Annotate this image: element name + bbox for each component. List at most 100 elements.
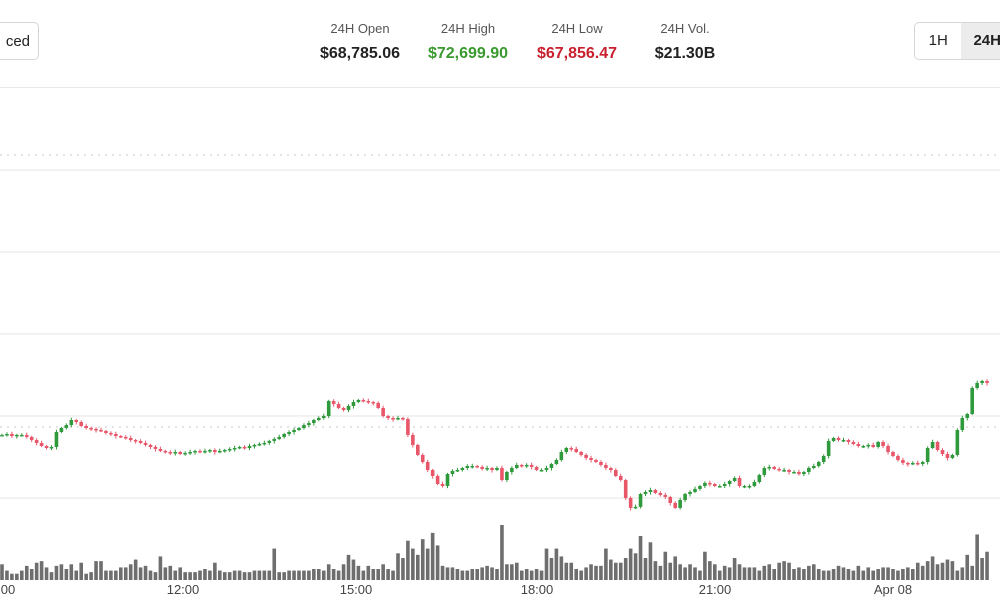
x-tick-label: 00 — [0, 582, 16, 597]
volume-bar — [866, 567, 871, 580]
candle-body — [856, 444, 861, 446]
volume-bar — [618, 562, 623, 580]
candle-body — [881, 442, 885, 446]
volume-bar — [430, 532, 435, 580]
volume-bar — [505, 564, 509, 580]
candle-body — [589, 458, 593, 460]
volume-bar — [831, 569, 836, 580]
volume-bar — [10, 573, 14, 580]
stat-24h-open: 24H Open $68,785.06 — [305, 20, 415, 66]
candle-body — [579, 452, 583, 455]
candle-body — [262, 442, 267, 445]
candle-body — [826, 440, 831, 456]
volume-bar — [722, 565, 727, 580]
stat-value: $72,699.90 — [427, 45, 509, 62]
volume-bar — [564, 562, 569, 580]
volume-bar — [549, 558, 554, 580]
volume-bar — [292, 570, 296, 580]
volume-bar — [366, 565, 371, 580]
candle-body — [648, 490, 653, 492]
candle-body — [351, 402, 356, 406]
volume-bar — [519, 570, 524, 580]
candle-body — [965, 414, 970, 418]
candle-body — [104, 430, 108, 433]
volume-bar — [114, 570, 118, 580]
volume-bar — [406, 540, 410, 580]
candle-body — [84, 426, 88, 428]
volume-bar — [861, 570, 866, 580]
volume-bar — [920, 565, 925, 580]
volume-bar — [282, 572, 286, 580]
candle-body — [54, 432, 59, 447]
volume-bar — [846, 569, 851, 580]
volume-bar — [762, 565, 767, 580]
advanced-button[interactable]: ced — [0, 22, 39, 60]
candle-body — [133, 440, 138, 442]
volume-bar — [643, 558, 648, 580]
volume-bar — [886, 567, 890, 580]
volume-bar — [0, 564, 4, 580]
volume-bar — [703, 551, 707, 580]
range-24h-button[interactable]: 24H — [961, 23, 1000, 59]
volume-bar — [599, 565, 603, 580]
volume-bar — [604, 548, 608, 580]
candle-body — [371, 402, 376, 404]
volume-bar — [713, 564, 717, 580]
candle-body — [688, 492, 692, 494]
candle-body — [653, 490, 658, 493]
volume-bar — [772, 569, 776, 580]
volume-bar — [821, 570, 826, 580]
volume-bar — [663, 551, 668, 580]
header-divider — [0, 87, 1000, 88]
candle-body — [396, 418, 400, 420]
candle-body — [188, 452, 192, 454]
candle-body — [158, 448, 163, 451]
candle-body — [109, 432, 113, 435]
candle-body — [465, 466, 470, 468]
volume-bar — [906, 567, 910, 580]
candle-body — [574, 448, 578, 452]
candle-body — [524, 464, 529, 467]
candle-body — [782, 470, 786, 472]
volume-bar — [15, 573, 19, 580]
volume-bar — [74, 570, 79, 580]
candle-body — [693, 488, 697, 492]
candle-body — [64, 425, 69, 428]
volume-bar — [757, 570, 762, 580]
candle-body — [802, 472, 806, 474]
candle-body — [312, 420, 316, 424]
candle-body — [29, 436, 34, 440]
candle-body — [812, 466, 816, 468]
candle-body — [955, 430, 960, 455]
volume-bar — [911, 569, 915, 580]
candle-body — [10, 434, 14, 436]
candle-body — [678, 500, 682, 508]
volume-bar — [267, 570, 272, 580]
volume-bar — [826, 570, 831, 580]
volume-bar — [416, 554, 420, 580]
candle-body — [495, 468, 499, 470]
stat-24h-low: 24H Low $67,856.47 — [522, 20, 632, 66]
candle-body — [821, 456, 826, 462]
range-selector: 1H 24H — [914, 22, 1000, 60]
candle-body — [267, 440, 272, 443]
candle-body — [599, 462, 603, 465]
candle-body — [143, 442, 148, 445]
candle-body — [861, 446, 866, 448]
volume-bar — [435, 545, 440, 580]
volume-bar — [559, 556, 564, 580]
volume-bar — [109, 570, 113, 580]
candle-body — [440, 484, 445, 486]
candle-body — [277, 436, 281, 439]
volume-bar — [331, 569, 336, 580]
volume-bar — [272, 548, 277, 580]
candle-body — [69, 420, 74, 426]
volume-bar — [24, 565, 29, 580]
range-1h-button[interactable]: 1H — [928, 32, 948, 49]
volume-bar — [84, 573, 88, 580]
candle-body — [628, 498, 633, 508]
candle-body — [767, 466, 772, 469]
candle-body — [510, 468, 514, 472]
candle-body — [252, 444, 257, 447]
